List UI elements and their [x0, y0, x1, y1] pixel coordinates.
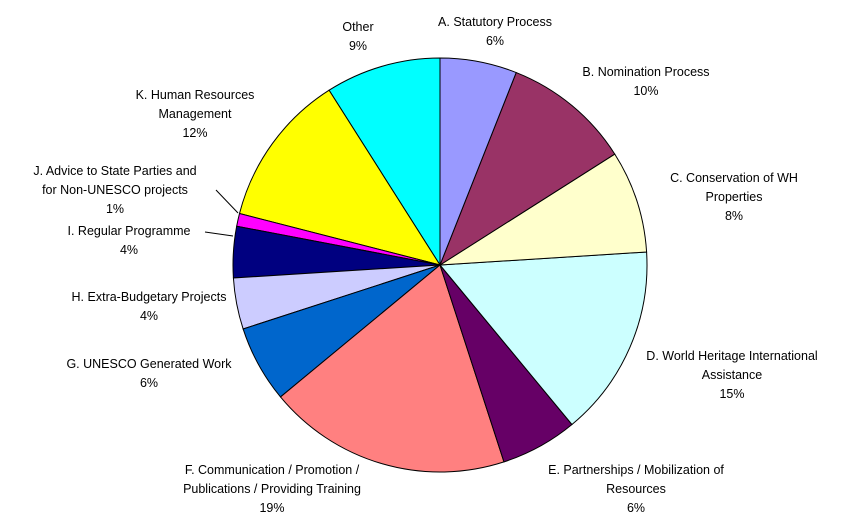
- slice-label: C. Conservation of WH Properties 8%: [659, 169, 809, 226]
- pie-slice: [238, 89, 442, 266]
- pie-slice: [439, 57, 517, 266]
- category-label: D. World Heritage International Assistan…: [646, 349, 818, 382]
- leader-line: [215, 189, 239, 214]
- value-label: 15%: [719, 387, 745, 401]
- slice-label: I. Regular Programme 4%: [29, 222, 229, 260]
- slice-label: F. Communication / Promotion / Publicati…: [167, 461, 377, 518]
- value-label: 1%: [105, 202, 125, 216]
- slice-label: B. Nomination Process 10%: [546, 63, 746, 101]
- slice-label: J. Advice to State Parties and for Non-U…: [25, 162, 205, 219]
- category-label: Other: [342, 20, 374, 34]
- category-label: A. Statutory Process: [438, 15, 552, 29]
- category-label: K. Human Resources Management: [135, 88, 255, 121]
- pie-slice: [328, 57, 441, 267]
- category-label: J. Advice to State Parties and for Non-U…: [33, 164, 197, 197]
- slice-label: D. World Heritage International Assistan…: [630, 347, 835, 404]
- category-label: I. Regular Programme: [67, 224, 191, 238]
- slice-label: A. Statutory Process 6%: [395, 13, 595, 51]
- category-label: G. UNESCO Generated Work: [66, 357, 232, 371]
- slice-label: E. Partnerships / Mobilization of Resour…: [529, 461, 744, 518]
- value-label: 9%: [348, 39, 368, 53]
- value-label: 6%: [485, 34, 505, 48]
- value-label: 4%: [139, 309, 159, 323]
- value-label: 8%: [724, 209, 744, 223]
- pie-slice: [438, 251, 648, 426]
- category-label: H. Extra-Budgetary Projects: [71, 290, 227, 304]
- value-label: 4%: [119, 243, 139, 257]
- slice-label: K. Human Resources Management 12%: [130, 86, 260, 143]
- category-label: C. Conservation of WH Properties: [670, 171, 798, 204]
- value-label: 10%: [633, 84, 659, 98]
- slice-label: H. Extra-Budgetary Projects 4%: [49, 288, 249, 326]
- pie-slice: [439, 153, 648, 266]
- value-label: 19%: [259, 501, 285, 515]
- pie-slice: [279, 264, 505, 473]
- value-label: 12%: [182, 126, 208, 140]
- pie-slice: [438, 71, 616, 267]
- category-label: E. Partnerships / Mobilization of Resour…: [548, 463, 724, 496]
- slice-label: G. UNESCO Generated Work 6%: [49, 355, 249, 393]
- leader-line: [204, 231, 234, 237]
- category-label: F. Communication / Promotion / Publicati…: [183, 463, 361, 496]
- value-label: 6%: [626, 501, 646, 515]
- category-label: B. Nomination Process: [582, 65, 710, 79]
- slice-label: Other 9%: [328, 18, 388, 56]
- value-label: 6%: [139, 376, 159, 390]
